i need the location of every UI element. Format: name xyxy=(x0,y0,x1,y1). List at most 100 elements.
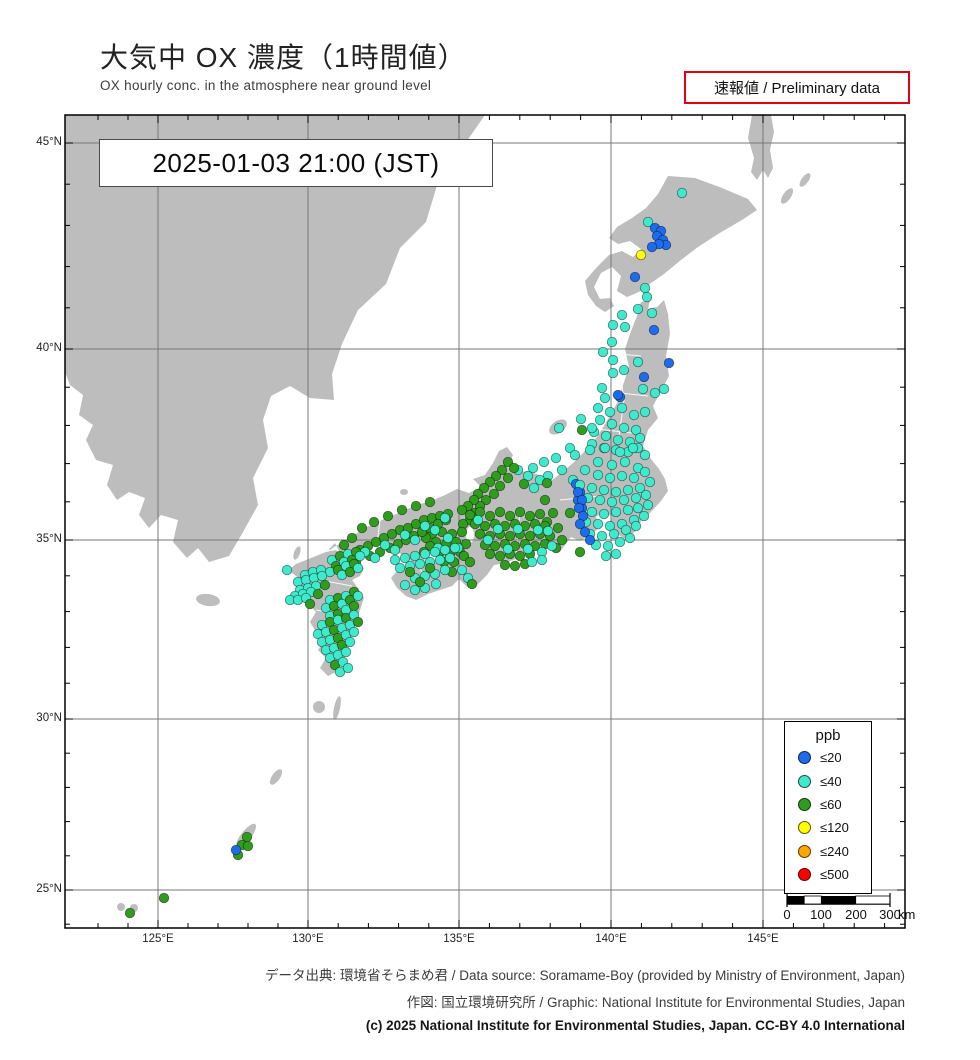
station-dot xyxy=(632,356,644,368)
station-dot xyxy=(579,464,591,476)
station-dot xyxy=(342,662,354,674)
station-dot xyxy=(594,494,606,506)
station-dot xyxy=(627,442,639,454)
station-dot xyxy=(576,424,588,436)
station-dot xyxy=(547,507,559,519)
scalebar-tick-label: 100 xyxy=(810,907,832,922)
station-dot xyxy=(638,510,650,522)
station-dot xyxy=(494,506,506,518)
station-dot xyxy=(352,616,364,628)
station-dot xyxy=(610,506,622,518)
lat-tick-label: 25°N xyxy=(36,883,62,895)
station-dot xyxy=(522,543,534,555)
station-dot xyxy=(488,488,500,500)
station-dot xyxy=(640,489,652,501)
station-dot xyxy=(368,516,380,528)
station-dot xyxy=(499,559,511,571)
station-dot xyxy=(379,539,391,551)
station-dot xyxy=(630,492,642,504)
station-dot xyxy=(622,504,634,516)
station-dot xyxy=(586,506,598,518)
station-dot xyxy=(663,357,675,369)
page-subtitle: OX hourly conc. in the atmosphere near g… xyxy=(100,78,432,93)
station-dot xyxy=(556,464,568,476)
station-dot xyxy=(316,570,328,582)
station-dot xyxy=(524,530,536,542)
station-dots-layer xyxy=(124,187,688,919)
station-dot xyxy=(434,554,446,566)
station-dot xyxy=(534,508,546,520)
station-dot xyxy=(504,530,516,542)
lat-tick-label: 35°N xyxy=(36,533,62,545)
station-dot xyxy=(550,452,562,464)
station-dot xyxy=(410,500,422,512)
station-dot xyxy=(628,409,640,421)
legend-item: ≤60 xyxy=(785,793,871,816)
station-dot xyxy=(637,383,649,395)
station-dot xyxy=(528,482,540,494)
station-dot xyxy=(532,524,544,536)
station-dot xyxy=(340,646,352,658)
station-dot xyxy=(638,371,650,383)
station-dot xyxy=(354,550,366,562)
station-dot xyxy=(612,434,624,446)
tanegashima-island xyxy=(333,696,341,720)
station-dot xyxy=(502,543,514,555)
station-dot xyxy=(553,422,565,434)
station-dot xyxy=(606,418,618,430)
timestamp-box: 2025-01-03 21:00 (JST) xyxy=(99,139,493,187)
station-dot xyxy=(608,528,620,540)
station-dot xyxy=(604,472,616,484)
station-dot xyxy=(456,526,468,538)
station-dot xyxy=(606,496,618,508)
station-dot xyxy=(632,303,644,315)
station-dot xyxy=(629,271,641,283)
legend-label: ≤500 xyxy=(820,867,849,883)
legend-color-dot xyxy=(798,751,811,765)
legend-color-dot xyxy=(798,844,811,858)
legend-label: ≤120 xyxy=(820,820,849,836)
iriomote-island xyxy=(117,903,125,911)
station-dot xyxy=(596,530,608,542)
station-dot xyxy=(399,529,411,541)
station-dot xyxy=(474,528,486,540)
station-dot xyxy=(596,382,608,394)
station-dot xyxy=(607,319,619,331)
station-dot xyxy=(414,558,426,570)
station-dot xyxy=(618,422,630,434)
station-dot xyxy=(492,523,504,535)
station-dot xyxy=(158,892,170,904)
station-dot xyxy=(599,442,611,454)
station-dot xyxy=(404,566,416,578)
legend-item: ≤240 xyxy=(785,840,871,863)
station-dot xyxy=(642,499,654,511)
lat-tick-label: 40°N xyxy=(36,342,62,354)
lake-biwa xyxy=(466,527,474,543)
station-dot xyxy=(564,507,576,519)
station-dot xyxy=(542,525,554,537)
station-dot xyxy=(429,524,441,536)
station-dot xyxy=(338,539,350,551)
station-dot xyxy=(514,550,526,562)
station-dot xyxy=(409,550,421,562)
station-dot xyxy=(442,532,454,544)
station-dot xyxy=(632,502,644,514)
station-dot xyxy=(430,578,442,590)
amami-island xyxy=(269,769,283,785)
station-dot xyxy=(579,526,591,538)
scalebar-tick-label: 200 xyxy=(845,907,867,922)
station-dot xyxy=(489,540,501,552)
lon-tick-label: 130°E xyxy=(292,933,324,945)
footer-graphic-credit: 作図: 国立環境研究所 / Graphic: National Institut… xyxy=(406,995,905,1010)
station-dot xyxy=(399,552,411,564)
station-dot xyxy=(394,562,406,574)
station-dot xyxy=(574,546,586,558)
station-dot xyxy=(556,534,568,546)
station-dot xyxy=(594,414,606,426)
station-dot xyxy=(389,544,401,556)
scalebar-unit: km xyxy=(898,907,916,922)
station-dot xyxy=(607,367,619,379)
station-dot xyxy=(502,472,514,484)
station-dot xyxy=(456,564,468,576)
legend-color-dot xyxy=(798,868,811,882)
